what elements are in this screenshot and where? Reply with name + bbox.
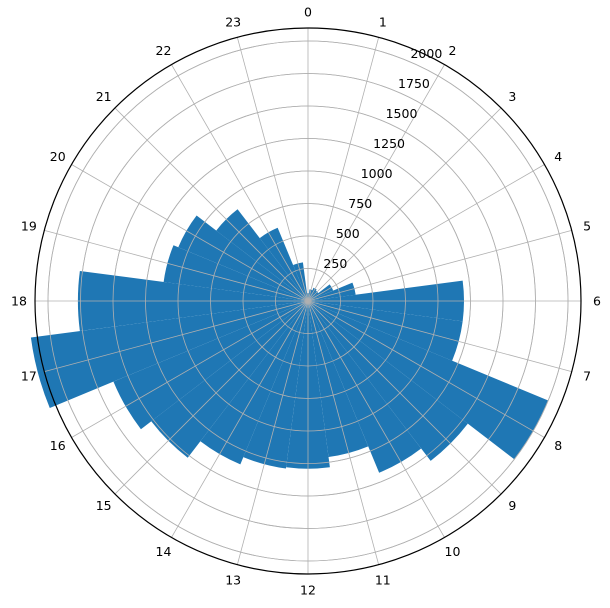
angle-tick-label: 2 [449,43,457,58]
angular-gridlines [35,28,581,574]
angle-tick-label: 10 [445,544,461,559]
angle-tick-label: 12 [300,583,316,598]
bar-13 [243,301,308,469]
angle-tick-label: 17 [21,368,37,383]
grid-circle-overlay [275,268,341,334]
angle-tick-label: 1 [379,14,387,29]
grid-circle-overlay [242,235,374,367]
radial-tick-label: 2000 [410,46,442,61]
radial-tick-label: 1500 [386,106,418,121]
angle-tick-label: 7 [583,368,591,383]
angle-tick-label: 14 [156,544,172,559]
bar-16 [113,301,308,430]
angle-tick-label: 8 [554,438,562,453]
radial-tick-label: 250 [323,256,347,271]
bar-19 [163,245,308,301]
bar-23 [293,262,308,301]
angle-tick-label: 6 [593,294,601,309]
bar-4 [308,284,334,301]
bar-8 [308,301,549,460]
angle-tick-label: 15 [96,498,112,513]
radial-tick-label: 750 [348,196,372,211]
grid-circle-overlay [145,138,471,464]
grid-circle-overlay [177,170,439,432]
radial-tick-label: 500 [336,226,360,241]
angle-tick-label: 5 [583,219,591,234]
bar-20 [178,215,308,301]
angle-tick-label: 4 [554,149,562,164]
angle-tick-label: 21 [96,89,112,104]
grid-circle-overlay [210,203,406,399]
bar-7 [308,301,463,361]
bar-5 [308,282,356,301]
radial-tick-label: 1250 [373,136,405,151]
angle-tick-label: 22 [156,43,172,58]
grid-circle-overlay [80,73,536,529]
grid-circle-overlay [47,40,569,562]
bar-22 [259,227,308,301]
angle-tick-label: 19 [21,219,37,234]
angle-tick-label: 23 [225,14,241,29]
bar-11 [308,301,369,457]
bars [30,209,549,473]
angle-tick-label: 13 [225,573,241,588]
bar-10 [308,301,422,473]
angle-tick-label: 11 [375,573,391,588]
polar-frame [34,27,582,575]
angle-tick-label: 18 [11,294,27,309]
radial-tick-label: 1750 [398,76,430,91]
bar-17 [30,301,308,408]
angle-tick-label: 9 [508,498,516,513]
radial-tick-label: 1000 [361,166,393,181]
grid-circle-overlay [112,105,504,497]
angle-tick-label: 0 [304,5,312,20]
angle-tick-label: 16 [50,438,66,453]
angle-tick-label: 3 [508,89,516,104]
radial-tick-labels: 250 500 750 1000 1250 1500 1750 2000 [323,46,442,271]
angle-tick-label: 20 [50,149,66,164]
